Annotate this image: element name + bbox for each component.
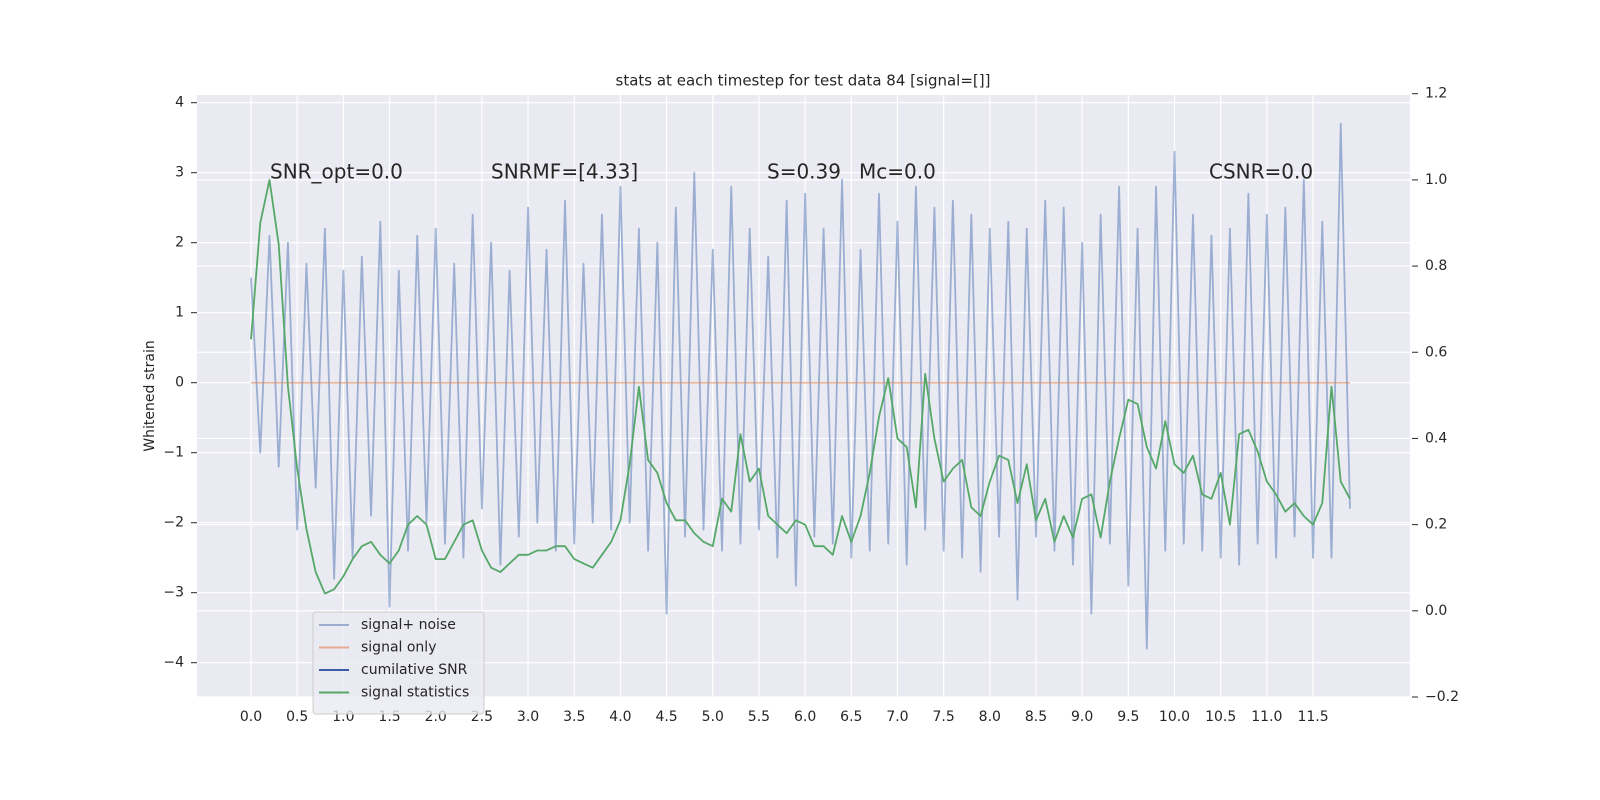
x-tick-label: 3.5 [563,709,585,725]
y-tick-label: 1 [175,305,184,321]
annotation: S=0.39 [767,160,841,184]
x-tick-label: 5.5 [748,709,770,725]
y-tick-label: −1 [163,445,184,461]
x-tick-label: 6.5 [840,709,862,725]
x-tick-label: 10.0 [1159,709,1190,725]
plot-area [197,95,1410,697]
x-tick-label: 11.5 [1297,709,1328,725]
y2-tick-label: 0.4 [1425,430,1447,446]
x-tick-label: 0.5 [286,709,308,725]
legend-label: signal statistics [361,685,469,701]
x-tick-label: 8.0 [979,709,1001,725]
x-tick-label: 5.0 [702,709,724,725]
x-tick-label: 4.0 [609,709,631,725]
y2-tick-label: 0.8 [1425,258,1447,274]
y2-tick-label: 1.0 [1425,172,1447,188]
legend-label: cumilative SNR [361,662,468,678]
y2-tick-label: 1.2 [1425,86,1447,102]
x-tick-label: 7.5 [933,709,955,725]
y-tick-label: 3 [175,165,184,181]
x-tick-label: 8.5 [1025,709,1047,725]
annotation: SNR_opt=0.0 [270,160,403,184]
annotation: CSNR=0.0 [1209,160,1313,184]
series-line [250,122,1351,650]
legend-label: signal only [361,640,436,656]
y2-tick-label: 0.0 [1425,603,1447,619]
y-axis-label: Whitened strain [142,340,158,451]
x-tick-label: 3.0 [517,709,539,725]
annotation: Mc=0.0 [859,160,936,184]
legend-box [312,611,485,715]
x-tick-label: 0.0 [240,709,262,725]
y-tick-label: 4 [175,95,184,111]
y2-tick-label: 0.2 [1425,517,1447,533]
x-tick-label: 4.5 [655,709,677,725]
y-tick-label: −3 [163,585,184,601]
x-tick-label: 11.0 [1251,709,1282,725]
chart-title: stats at each timestep for test data 84 … [616,72,991,90]
y2-tick-label: 0.6 [1425,344,1447,360]
x-tick-label: 10.5 [1205,709,1236,725]
x-tick-label: 9.5 [1117,709,1139,725]
series-line [250,178,1351,595]
annotation: SNRMF=[4.33] [491,160,638,184]
y-tick-label: 2 [175,235,184,251]
legend-label: signal+ noise [361,617,456,633]
y-tick-label: −4 [163,655,184,671]
x-tick-label: 7.0 [886,709,908,725]
y-tick-label: 0 [175,375,184,391]
y-tick-label: −2 [163,515,184,531]
x-tick-label: 9.0 [1071,709,1093,725]
x-tick-label: 6.0 [794,709,816,725]
y2-tick-label: −0.2 [1425,689,1459,705]
